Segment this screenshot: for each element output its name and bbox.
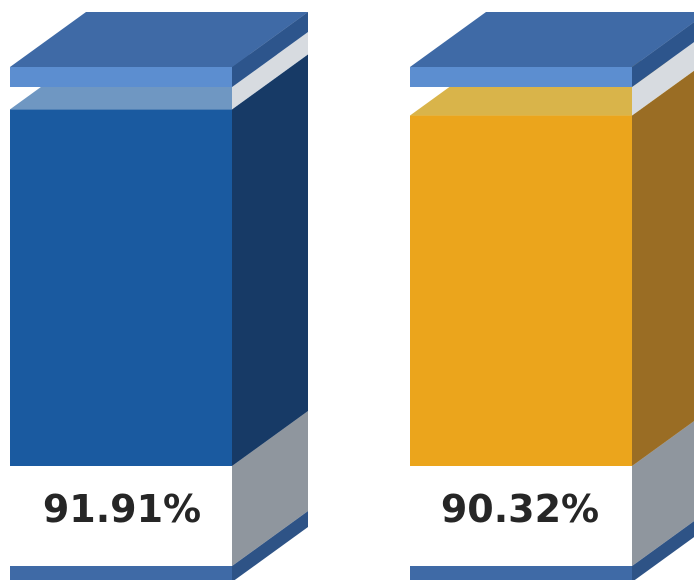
value-labels: 91.91% 90.32% [43,487,599,531]
bar-1-fill [10,109,232,466]
value-label-1: 91.91% [43,487,201,531]
bar-2-base [410,566,632,580]
bar-1-base [10,566,232,580]
value-label-2: 90.32% [441,487,599,531]
bar-1-fill-side [232,54,308,466]
bar-2-fill-side [632,61,694,466]
bar-2-lid-front [410,67,632,87]
bar-1-lid-front [10,67,232,87]
bar-2-fill [410,116,632,466]
